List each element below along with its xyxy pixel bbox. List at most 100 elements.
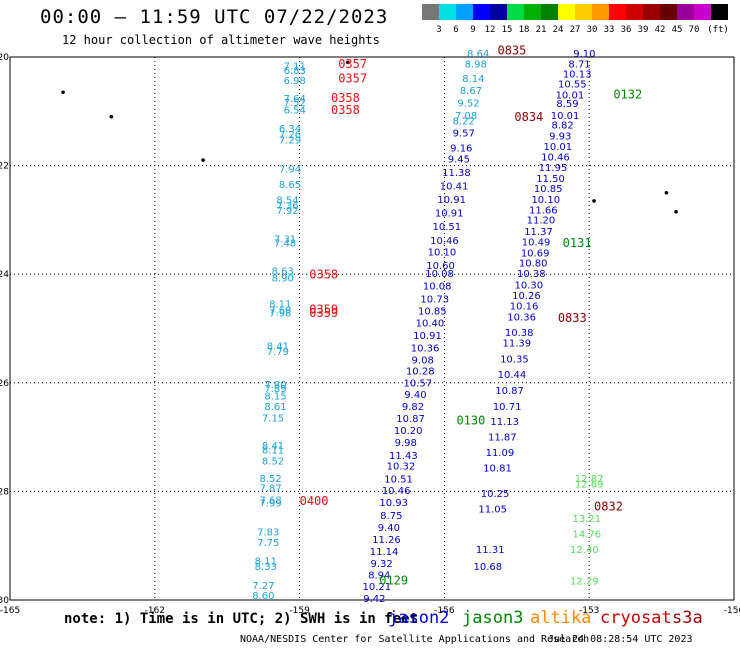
wave-height-label: 8.33 — [255, 562, 277, 573]
wave-height-label: 8.54 — [276, 196, 298, 207]
wave-height-label: 7.29 — [279, 135, 301, 146]
wave-height-label: 7.94 — [279, 165, 301, 176]
scale-swatch — [456, 4, 473, 20]
wave-height-label: 8.65 — [279, 180, 301, 191]
wave-height-label: 11.13 — [490, 417, 519, 428]
wave-height-label: 7.36 — [276, 201, 298, 212]
island-dot — [674, 209, 678, 214]
wave-height-label: 6.54 — [284, 105, 306, 116]
wave-height-label: 10.55 — [558, 79, 587, 90]
wave-height-label: 11.20 — [527, 216, 556, 227]
wave-height-label: 9.98 — [395, 438, 417, 449]
scale-swatch — [558, 4, 575, 20]
pass-time-label: 0359 — [309, 302, 338, 316]
page-subtitle: 12 hour collection of altimeter wave hei… — [62, 33, 380, 47]
wave-height-label: 10.91 — [435, 209, 464, 220]
legend-jason3: jason3 — [462, 608, 524, 628]
wave-height-label: 7.68 — [260, 495, 282, 506]
pass-time-label: 0358 — [309, 268, 338, 282]
wave-height-label: 8.64 — [467, 49, 489, 60]
pass-time-label: 0130 — [456, 414, 485, 428]
pass-time-label: 0129 — [379, 573, 408, 587]
wave-height-label: 9.32 — [371, 559, 393, 570]
scale-label: 33 — [603, 25, 615, 35]
scale-swatch — [626, 4, 643, 20]
island-dot — [109, 114, 114, 119]
wave-height-label: 11.26 — [372, 535, 401, 546]
wave-height-label: 11.14 — [370, 547, 399, 558]
scale-swatch — [524, 4, 541, 20]
pass-time-label: 0832 — [594, 499, 623, 513]
wave-height-label: 13.21 — [572, 514, 601, 525]
wave-height-label: 8.98 — [465, 59, 487, 70]
pass-time-label: 0357 — [338, 72, 367, 86]
wave-height-label: 10.10 — [428, 248, 457, 259]
wave-height-label: 8.52 — [260, 474, 282, 485]
legend-jason2: jason2 — [388, 608, 450, 628]
wave-height-label: 12.29 — [570, 576, 599, 587]
wave-height-label: 8.11 — [269, 299, 291, 310]
x-tick-label: -165 — [0, 606, 20, 616]
island-dot — [664, 190, 669, 195]
wave-height-label: 8.14 — [462, 74, 484, 85]
wave-height-label: 10.87 — [495, 386, 524, 397]
wave-height-label: 10.08 — [425, 269, 454, 280]
wave-height-label: 7.75 — [257, 538, 279, 549]
wave-height-label: 9.57 — [453, 128, 475, 139]
wave-height-label: 10.60 — [426, 261, 455, 272]
wave-height-label: 8.71 — [568, 59, 590, 70]
wave-height-label: 9.40 — [378, 523, 400, 534]
wave-height-label: 10.68 — [474, 562, 503, 573]
wave-height-label: 10.01 — [551, 111, 580, 122]
wave-height-label: 14.76 — [572, 530, 601, 541]
scale-swatch — [694, 4, 711, 20]
wave-height-label: 11.05 — [478, 505, 507, 516]
wave-height-label: 7.15 — [262, 413, 284, 424]
legend-s3a: s3a — [672, 608, 703, 628]
island-dot — [346, 60, 350, 65]
scale-label: 21 — [535, 25, 547, 35]
scale-swatch — [609, 4, 626, 20]
scale-label: 9 — [470, 25, 476, 35]
wave-height-label: 10.41 — [440, 181, 469, 192]
wave-height-label: 10.38 — [505, 328, 534, 339]
scale-label: 36 — [620, 25, 632, 35]
scale-label: 15 — [501, 25, 513, 35]
wave-height-label: 7.64 — [284, 94, 306, 105]
wave-height-label: 10.51 — [384, 475, 413, 486]
wave-height-label: 12.40 — [570, 545, 599, 556]
wave-height-label: 7.83 — [257, 527, 279, 538]
wave-height-label: 7.79 — [267, 347, 289, 358]
wave-height-label: 10.32 — [387, 462, 416, 473]
wave-height-label: 10.21 — [363, 582, 392, 593]
scale-label: 27 — [569, 25, 581, 35]
wave-height-label: 8.75 — [380, 511, 402, 522]
wave-height-label: 7.89 — [264, 384, 286, 395]
wave-height-label: 8.11 — [255, 557, 277, 568]
wave-height-label: 12.87 — [575, 474, 604, 485]
wave-height-label: 10.28 — [406, 367, 435, 378]
island-dot — [201, 158, 205, 162]
scale-swatch — [660, 4, 677, 20]
wave-height-label: 11.31 — [476, 545, 505, 556]
wave-height-label: 7.69 — [269, 305, 291, 316]
island-dot — [61, 90, 65, 95]
wave-height-label: 8.11 — [262, 445, 284, 456]
wave-height-label: 10.01 — [556, 90, 585, 101]
footnote: note: 1) Time is in UTC; 2) SWH is in fe… — [64, 611, 419, 627]
wave-height-label: 10.36 — [411, 343, 440, 354]
scale-unit: (ft) — [707, 25, 729, 35]
scale-label: 70 — [688, 25, 700, 35]
wave-height-label: 8.61 — [264, 402, 286, 413]
scale-swatch — [473, 4, 490, 20]
wave-height-label: 7.08 — [455, 111, 477, 122]
wave-height-label: 10.13 — [563, 70, 592, 81]
legend-cryosat: cryosat — [600, 608, 672, 628]
credit-line: NOAA/NESDIS Center for Satellite Applica… — [240, 634, 590, 645]
wave-height-label: 7.87 — [260, 483, 282, 494]
scale-label: 45 — [671, 25, 683, 35]
wave-height-label: 10.46 — [382, 486, 411, 497]
wave-height-label: 7.26 — [279, 130, 301, 141]
wave-height-label: 8.15 — [264, 392, 286, 403]
